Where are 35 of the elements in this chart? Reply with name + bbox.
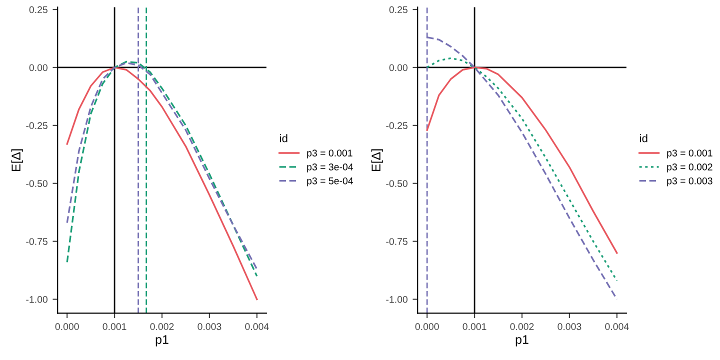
legend-label: p3 = 0.001 xyxy=(307,150,352,158)
y-axis-title: E[Δ] xyxy=(11,149,23,171)
y-tick-label: 0.00 xyxy=(29,64,48,72)
y-tick-label: -0.50 xyxy=(26,180,48,187)
x-tick-label: 0.000 xyxy=(415,323,439,330)
x-axis-title: p1 xyxy=(156,335,168,346)
y-tick-label: -0.50 xyxy=(386,180,408,187)
x-tick-label: 0.004 xyxy=(605,323,629,330)
y-axis-title: E[Δ] xyxy=(371,149,383,171)
x-tick-label: 0.003 xyxy=(558,323,582,330)
y-tick-label: -0.25 xyxy=(386,122,408,130)
y-tick-label: -1.00 xyxy=(386,296,408,303)
legend-label: p3 = 0.001 xyxy=(667,150,712,158)
x-tick-label: 0.001 xyxy=(102,323,126,330)
y-tick-label: -1.00 xyxy=(26,296,48,303)
x-tick-label: 0.000 xyxy=(55,323,79,330)
y-tick-label: -0.25 xyxy=(26,122,48,130)
y-tick-label: -0.75 xyxy=(26,238,48,245)
x-tick-label: 0.003 xyxy=(198,323,222,330)
legend-title: id xyxy=(640,134,648,142)
legend-label: p3 = 0.002 xyxy=(667,164,712,172)
legend-label: p3 = 5e-04 xyxy=(307,177,354,186)
y-tick-label: 0.00 xyxy=(389,64,408,72)
x-tick-label: 0.002 xyxy=(150,323,174,330)
y-tick-label: 0.25 xyxy=(29,6,48,14)
x-tick-label: 0.002 xyxy=(510,323,534,330)
x-axis-title: p1 xyxy=(516,335,528,346)
legend-label: p3 = 3e-04 xyxy=(307,164,354,172)
legend-title: id xyxy=(280,134,288,142)
y-tick-label: -0.75 xyxy=(386,238,408,245)
line-series xyxy=(426,66,618,254)
x-tick-label: 0.001 xyxy=(462,323,486,330)
legend-label: p3 = 0.003 xyxy=(667,177,712,186)
x-tick-label: 0.004 xyxy=(245,323,269,330)
y-tick-label: 0.25 xyxy=(389,6,408,14)
